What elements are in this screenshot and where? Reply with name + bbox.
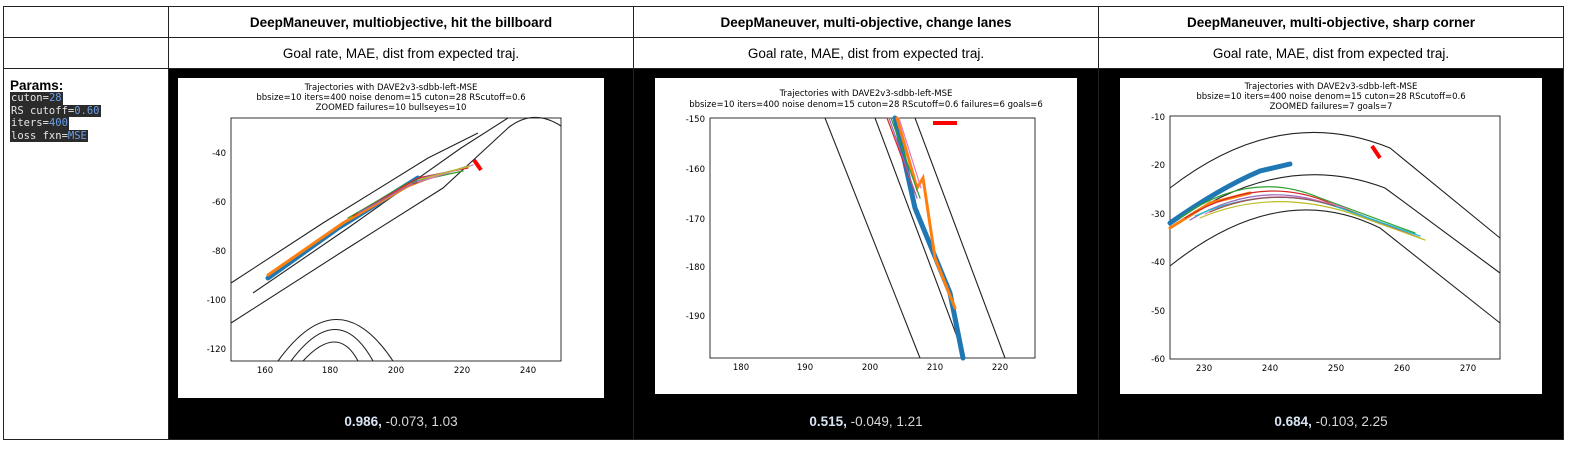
param-iters: iters=400 [10,117,69,130]
plot-axes-frame [1169,115,1501,360]
road-lines [230,116,562,362]
svg-text:160: 160 [257,366,273,376]
svg-text:-100: -100 [207,296,226,306]
plot-title-line2: bbsize=10 iters=400 noise denom=15 cuton… [256,93,525,103]
col2-plot-cell: Trajectories with DAVE2v3-sdbb-left-MSE … [633,68,1099,440]
plot-title-line1: Trajectories with DAVE2v3-sdbb-left-MSE [304,83,478,93]
goal-rate: 0.684, [1274,414,1312,429]
trajectory-lines [886,115,966,361]
svg-text:-120: -120 [207,345,226,355]
param-rs-cutoff: RS cutoff=0.60 [10,104,101,117]
col1-plot-cell: Trajectories with DAVE2v3-sdbb-left-MSE … [168,68,634,440]
col3-plot-cell: Trajectories with DAVE2v3-sdbb-left-MSE … [1098,68,1564,440]
col3-header: DeepManeuver, multi-objective, sharp cor… [1098,6,1564,38]
svg-text:-80: -80 [212,247,226,257]
plot-title-line2: bbsize=10 iters=400 noise denom=15 cuton… [1196,92,1465,102]
svg-text:220: 220 [454,366,470,376]
billboard-marker [1370,144,1382,160]
goal-rate: 0.515, [809,414,847,429]
mae-dist: -0.073, 1.03 [381,414,458,429]
svg-text:-190: -190 [686,312,705,322]
svg-text:-60: -60 [1151,355,1165,365]
svg-text:240: 240 [1262,364,1278,374]
svg-text:180: 180 [733,363,749,373]
mae-dist: -0.049, 1.21 [846,414,923,429]
svg-text:200: 200 [862,363,878,373]
plot-title-line1: Trajectories with DAVE2v3-sdbb-left-MSE [779,89,953,99]
trajectory-lines [265,164,474,281]
billboard-trajectory-plot: Trajectories with DAVE2v3-sdbb-left-MSE … [178,78,604,398]
plot-title-line1: Trajectories with DAVE2v3-sdbb-left-MSE [1244,82,1418,92]
svg-text:230: 230 [1196,364,1212,374]
plot-axes-frame [230,117,562,362]
svg-text:200: 200 [388,366,404,376]
trajectory-lines [1167,161,1426,241]
road-lines [1169,131,1501,324]
svg-text:-50: -50 [1151,307,1165,317]
params-title: Params: [10,78,64,93]
svg-text:-10: -10 [1151,113,1165,123]
road-lines [824,117,1006,359]
svg-text:220: 220 [992,363,1008,373]
col1-header: DeepManeuver, multiobjective, hit the bi… [168,6,634,38]
col2-stats: 0.515, -0.049, 1.21 [634,414,1098,429]
svg-text:-60: -60 [212,198,226,208]
svg-text:-180: -180 [686,263,705,273]
mae-dist: -0.103, 2.25 [1311,414,1388,429]
svg-text:190: 190 [797,363,813,373]
svg-text:180: 180 [322,366,338,376]
param-cuton: cuton=28 [10,92,63,105]
svg-text:-170: -170 [686,215,705,225]
y-tick-labels: -10 -20 -30 -40 -50 -60 [1151,113,1165,365]
svg-text:-160: -160 [686,165,705,175]
goal-rate: 0.986, [344,414,382,429]
plot-title-line3: ZOOMED failures=10 bullseyes=10 [316,103,467,113]
col3-stats: 0.684, -0.103, 2.25 [1099,414,1563,429]
params-cell: Params: cuton=28 RS cutoff=0.60 iters=40… [3,68,169,440]
sharp-corner-trajectory-plot: Trajectories with DAVE2v3-sdbb-left-MSE … [1120,78,1542,394]
svg-text:-30: -30 [1151,210,1165,220]
y-tick-labels: -40 -60 -80 -100 -120 [207,149,226,355]
billboard-marker [472,158,483,172]
x-tick-labels: 180 190 200 210 220 [733,363,1008,373]
svg-text:270: 270 [1460,364,1476,374]
x-tick-labels: 230 240 250 260 270 [1196,364,1476,374]
empty-corner-cell [3,6,169,38]
col1-subheader: Goal rate, MAE, dist from expected traj. [168,37,634,69]
svg-text:210: 210 [927,363,943,373]
change-lanes-trajectory-plot: Trajectories with DAVE2v3-sdbb-left-MSE … [655,78,1077,394]
x-tick-labels: 160 180 200 220 240 [257,366,536,376]
svg-text:260: 260 [1394,364,1410,374]
plot-axes-frame [709,117,1036,359]
param-loss-fxn: loss fxn=MSE [10,129,88,142]
svg-text:-40: -40 [212,149,226,159]
col1-stats: 0.986, -0.073, 1.03 [169,414,633,429]
params-code: cuton=28 RS cutoff=0.60 iters=400 loss f… [10,92,162,142]
svg-text:-20: -20 [1151,161,1165,171]
plot-title-line3: ZOOMED failures=7 goals=7 [1270,102,1393,112]
svg-text:240: 240 [520,366,536,376]
results-table: DeepManeuver, multiobjective, hit the bi… [3,6,1564,440]
plot-title-line2: bbsize=10 iters=400 noise denom=15 cuton… [689,100,1043,110]
col2-header: DeepManeuver, multi-objective, change la… [633,6,1099,38]
col2-subheader: Goal rate, MAE, dist from expected traj. [633,37,1099,69]
y-tick-labels: -150 -160 -170 -180 -190 [686,115,705,322]
svg-text:250: 250 [1328,364,1344,374]
svg-text:-150: -150 [686,115,705,125]
svg-text:-40: -40 [1151,258,1165,268]
col3-subheader: Goal rate, MAE, dist from expected traj. [1098,37,1564,69]
empty-sub-cell [3,37,169,69]
